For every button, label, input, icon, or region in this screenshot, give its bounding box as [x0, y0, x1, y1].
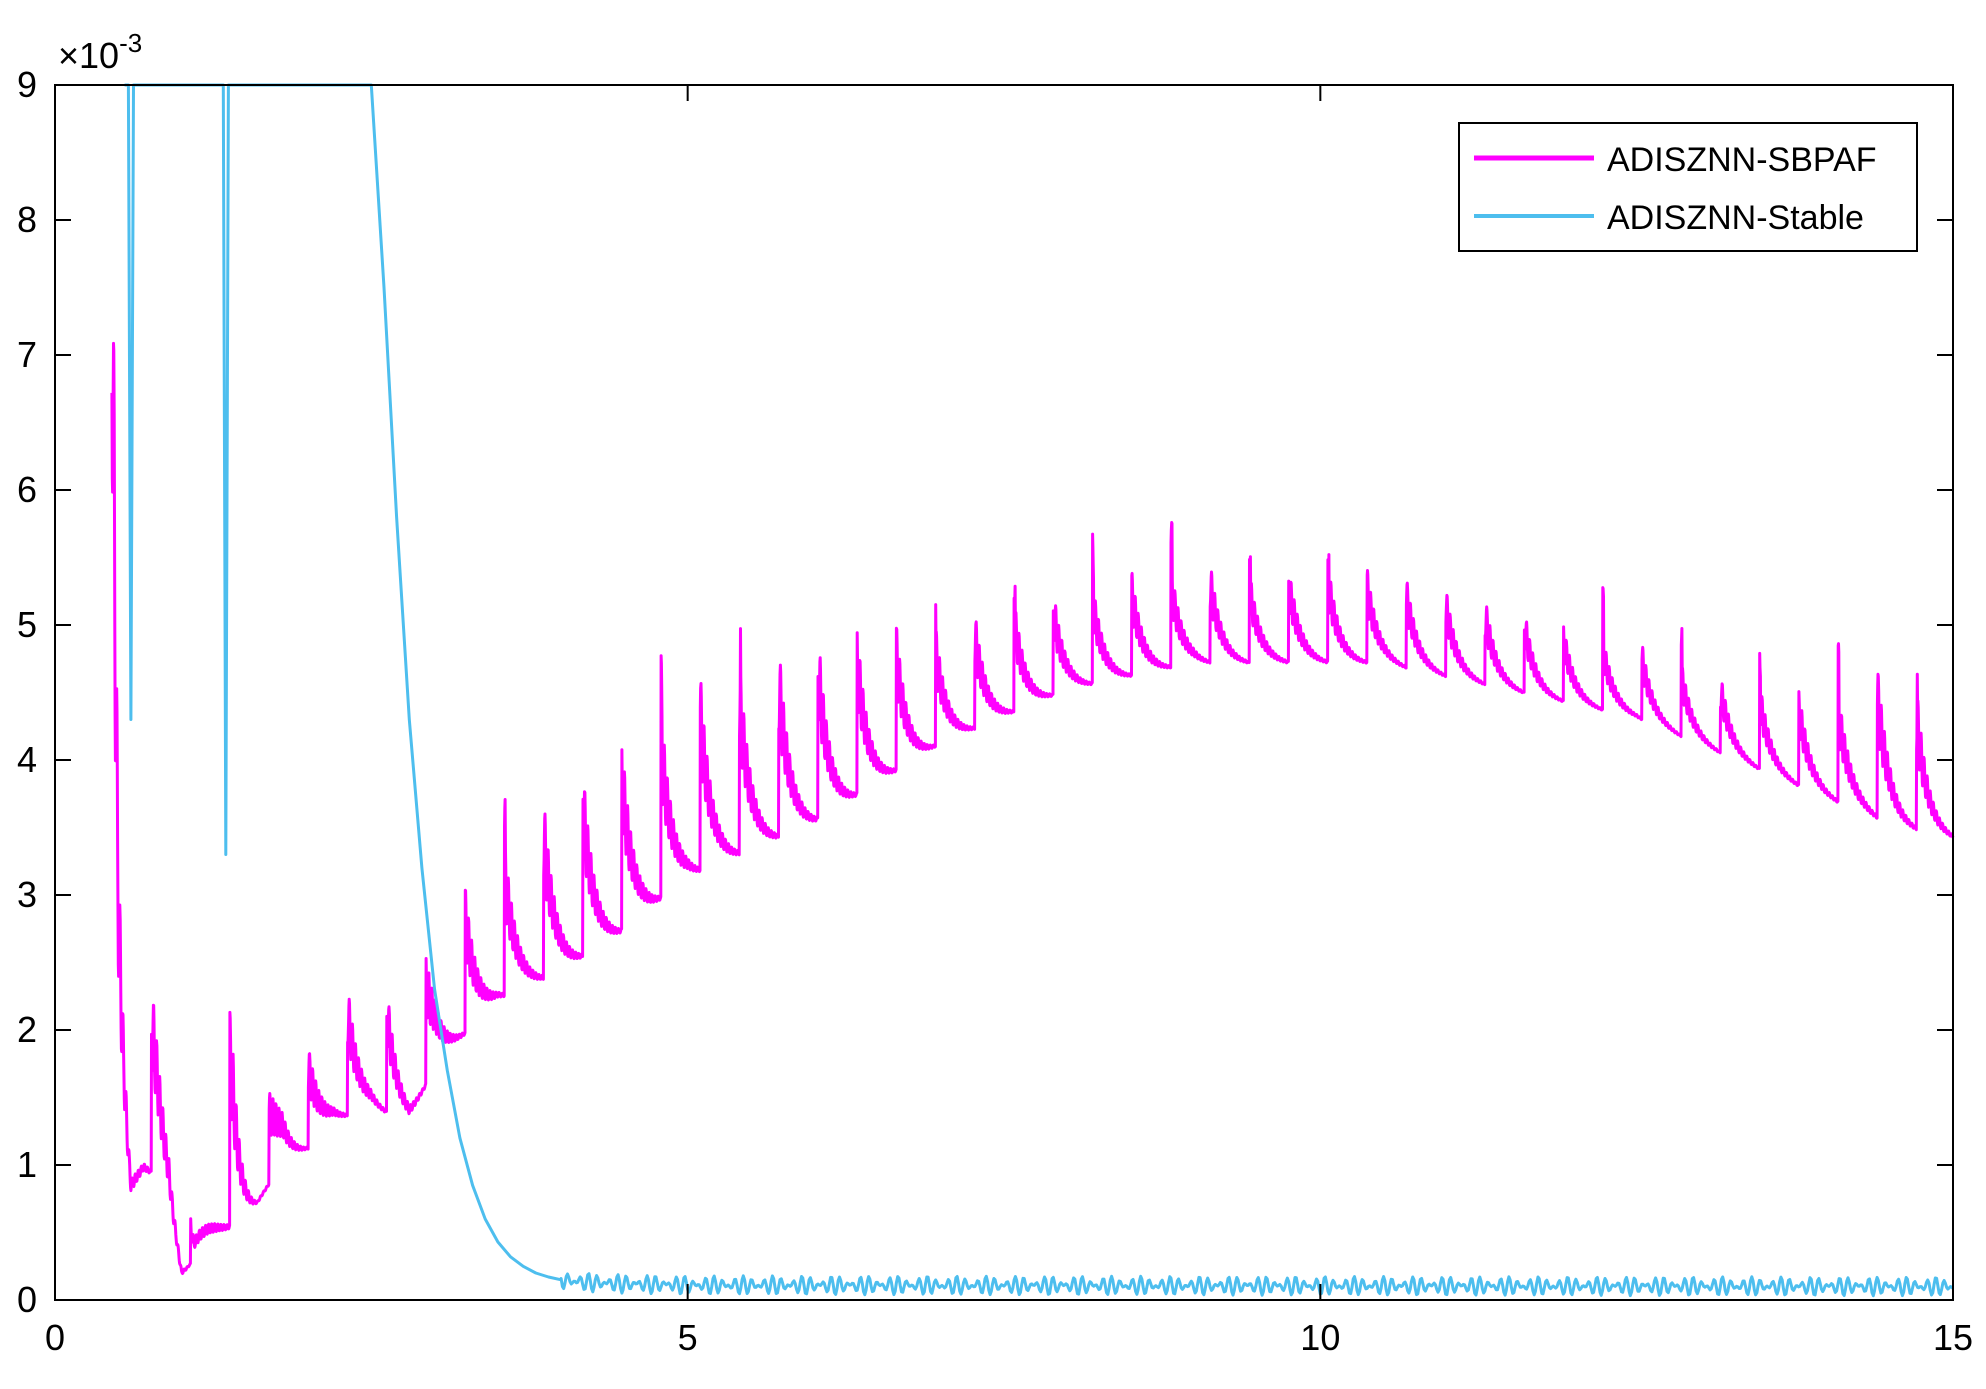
- x-tick-label: 5: [678, 1317, 698, 1358]
- y-axis: 0 1 2 3 4 5 6 7 8 9: [17, 64, 1953, 1320]
- y-tick-label: 7: [17, 334, 37, 375]
- y-tick-label: 1: [17, 1144, 37, 1185]
- series-line-adisznn-stable: [124, 83, 1955, 1298]
- y-tick-label: 3: [17, 874, 37, 915]
- x-tick-label: 0: [45, 1317, 65, 1358]
- y-tick-label: 8: [17, 199, 37, 240]
- series-adisznn-stable: [124, 83, 1955, 1298]
- y-tick-label: 6: [17, 469, 37, 510]
- y-tick-label: 5: [17, 604, 37, 645]
- y-tick-label: 9: [17, 64, 37, 105]
- y-tick-label: 2: [17, 1009, 37, 1050]
- x-tick-label: 15: [1933, 1317, 1973, 1358]
- y-exponent-label: ×10-3: [58, 28, 142, 76]
- y-tick-label: 4: [17, 739, 37, 780]
- y-tick-label: 0: [17, 1279, 37, 1320]
- x-tick-label: 10: [1300, 1317, 1340, 1358]
- legend-box: [1458, 122, 1918, 252]
- plot-frame: [54, 84, 1954, 1301]
- x-axis: 0 5 10 15: [45, 85, 1973, 1358]
- legend-label-sbpaf: ADISZNN-SBPAF: [1607, 141, 1877, 179]
- series-adisznn-sbpaf: [110, 341, 1955, 1275]
- legend: ADISZNN-SBPAF ADISZNN-Stable: [1458, 122, 1918, 252]
- series-line-adisznn-sbpaf: [110, 341, 1955, 1275]
- legend-label-stable: ADISZNN-Stable: [1607, 199, 1864, 237]
